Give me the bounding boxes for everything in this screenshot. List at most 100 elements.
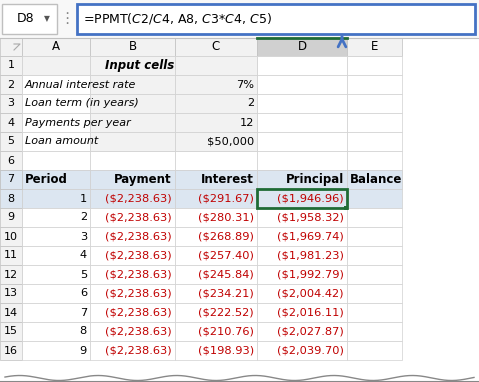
Text: 2: 2 — [80, 212, 87, 222]
Bar — [90, 94, 175, 113]
Text: ($2,238.63): ($2,238.63) — [105, 194, 172, 204]
Bar — [90, 170, 175, 189]
Bar — [347, 113, 402, 132]
Bar — [90, 303, 175, 322]
Bar — [22, 170, 90, 189]
Text: Loan amount: Loan amount — [25, 136, 98, 147]
Text: ($2,039.70): ($2,039.70) — [277, 345, 344, 356]
Bar — [90, 151, 175, 170]
Bar — [257, 56, 347, 75]
Text: 9: 9 — [8, 212, 14, 222]
Bar — [0, 170, 22, 189]
Bar — [22, 284, 90, 303]
Bar — [22, 132, 90, 151]
Text: ($1,969.74): ($1,969.74) — [277, 231, 344, 241]
Bar — [257, 189, 347, 208]
Bar — [22, 208, 90, 227]
Bar — [175, 284, 257, 303]
Text: ⋮: ⋮ — [59, 11, 75, 26]
Bar — [175, 56, 257, 75]
Bar — [90, 284, 175, 303]
Text: ($198.93): ($198.93) — [198, 345, 254, 356]
Bar — [347, 227, 402, 246]
Text: Period: Period — [25, 173, 68, 186]
Bar — [347, 246, 402, 265]
Bar — [347, 151, 402, 170]
Bar — [175, 132, 257, 151]
Bar — [0, 246, 22, 265]
Bar — [175, 265, 257, 284]
Bar — [22, 341, 90, 360]
Bar — [22, 38, 90, 56]
Text: ($291.67): ($291.67) — [198, 194, 254, 204]
Bar — [22, 151, 90, 170]
Bar — [257, 284, 347, 303]
Text: D: D — [297, 40, 307, 53]
Bar — [347, 170, 402, 189]
Bar — [175, 322, 257, 341]
Bar — [257, 265, 347, 284]
Bar — [347, 132, 402, 151]
Text: 6: 6 — [8, 155, 14, 165]
Bar — [90, 227, 175, 246]
Text: 15: 15 — [4, 327, 18, 337]
Text: ($1,981.23): ($1,981.23) — [277, 251, 344, 261]
Text: 4: 4 — [80, 251, 87, 261]
Bar — [90, 246, 175, 265]
Text: ($234.21): ($234.21) — [198, 288, 254, 298]
Bar — [90, 113, 175, 132]
Bar — [0, 227, 22, 246]
Bar — [175, 75, 257, 94]
Bar — [347, 170, 402, 189]
Bar — [175, 113, 257, 132]
Bar — [347, 303, 402, 322]
Text: Payments per year: Payments per year — [25, 118, 131, 128]
Text: B: B — [128, 40, 137, 53]
Text: 10: 10 — [4, 231, 18, 241]
Bar — [90, 322, 175, 341]
Bar — [22, 75, 90, 94]
Bar — [0, 189, 22, 208]
Bar — [175, 132, 257, 151]
Text: ($257.40): ($257.40) — [198, 251, 254, 261]
Bar — [257, 208, 347, 227]
Bar — [22, 113, 90, 132]
Text: ($2,238.63): ($2,238.63) — [105, 251, 172, 261]
Text: 3: 3 — [8, 99, 14, 108]
Text: 8: 8 — [80, 327, 87, 337]
Bar — [90, 75, 175, 94]
Bar — [90, 56, 175, 75]
Text: =PPMT($C$2/$C$4, A8, $C$3*$C$4, $C$5): =PPMT($C$2/$C$4, A8, $C$3*$C$4, $C$5) — [83, 11, 272, 26]
Bar — [347, 94, 402, 113]
Text: 16: 16 — [4, 345, 18, 356]
Text: 12: 12 — [240, 118, 254, 128]
Bar — [175, 189, 257, 208]
Text: 13: 13 — [4, 288, 18, 298]
Text: ($2,238.63): ($2,238.63) — [105, 308, 172, 317]
Bar — [0, 284, 22, 303]
Text: 2: 2 — [8, 79, 14, 89]
Text: ($1,946.96): ($1,946.96) — [277, 194, 344, 204]
Bar — [344, 206, 349, 209]
Text: ($2,238.63): ($2,238.63) — [105, 231, 172, 241]
Bar — [0, 303, 22, 322]
Bar — [0, 94, 22, 113]
Bar — [22, 75, 90, 94]
Text: 12: 12 — [4, 269, 18, 280]
Bar — [175, 38, 257, 56]
Text: A: A — [52, 40, 60, 53]
Bar — [0, 170, 22, 189]
Text: E: E — [371, 40, 378, 53]
Bar — [175, 56, 257, 75]
Text: 7: 7 — [8, 175, 14, 185]
Bar — [257, 113, 347, 132]
Bar — [175, 208, 257, 227]
Text: ($2,004.42): ($2,004.42) — [277, 288, 344, 298]
Bar — [257, 303, 347, 322]
Bar — [257, 94, 347, 113]
Bar — [347, 341, 402, 360]
Bar — [257, 151, 347, 170]
Text: ($245.84): ($245.84) — [198, 269, 254, 280]
Bar — [22, 227, 90, 246]
Text: C: C — [212, 40, 220, 53]
